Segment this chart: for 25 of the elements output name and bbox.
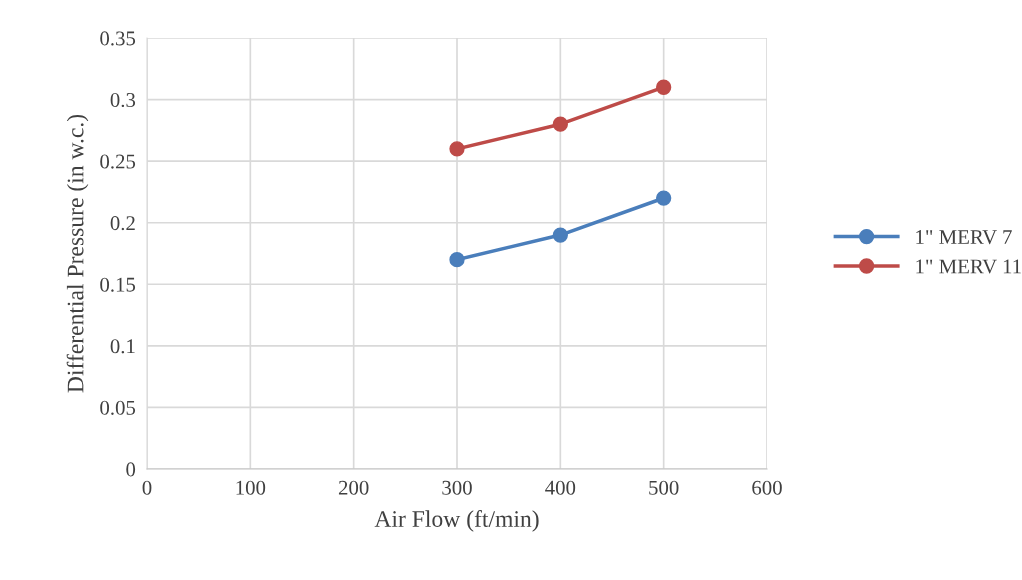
x-tick-label: 300 [442,480,472,495]
y-tick-label: 0.35 [100,31,136,46]
x-tick-label: 400 [545,480,576,495]
legend-label: 1" MERV 7 [916,230,1012,245]
point [449,141,465,157]
y-tick-label: 0.05 [100,400,136,415]
point [656,190,672,206]
x-tick-label: 0 [142,480,152,495]
y-tick-label: 0.15 [100,277,136,292]
x-tick-label: 100 [236,480,266,495]
y-tick-label: 0.1 [110,339,135,354]
point [449,252,465,268]
legend-label: 1" MERV 11 [916,259,1021,274]
point [552,116,568,132]
y-axis-title: Differential Pressure (in w.c.) [66,114,89,393]
y-tick-label: 0 [126,462,136,477]
x-tick-label: 500 [649,480,679,495]
y-tick-label: 0.2 [110,216,135,231]
x-axis-title: Air Flow (ft/min) [374,510,539,532]
x-tick-label: 600 [752,480,782,495]
point [656,79,672,95]
x-tick-label: 200 [338,480,369,495]
y-tick-label: 0.25 [100,154,136,169]
y-tick-label: 0.3 [110,92,136,108]
point [552,227,568,243]
